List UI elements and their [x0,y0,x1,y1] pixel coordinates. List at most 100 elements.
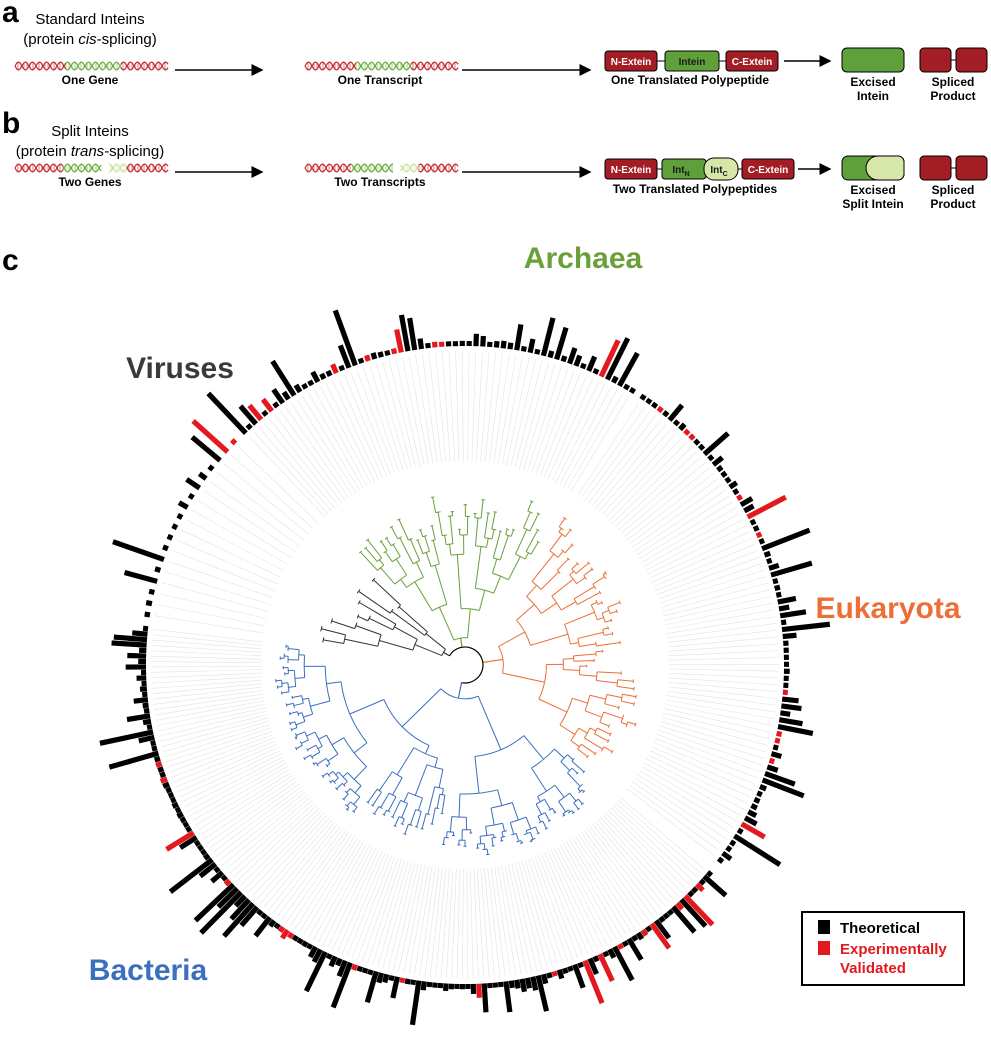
strand [378,163,381,166]
branch [325,383,376,483]
branch-arc [515,553,526,560]
branch [380,567,396,585]
count-bar [567,347,578,365]
branch [394,626,418,640]
branch [492,531,501,559]
strand [311,65,314,69]
strand [107,68,110,71]
count-bar [159,771,167,779]
branch-arc [564,624,571,645]
strand [42,167,45,171]
count-bar [780,619,787,626]
branch [632,781,723,845]
strand [65,68,68,71]
branch-arc [418,528,422,531]
strand [35,167,38,171]
c-extein-box [741,158,795,180]
branch [668,650,779,656]
branch [256,817,330,900]
branch [416,811,422,828]
strand [430,167,433,171]
strand [119,65,122,69]
count-bar [736,827,744,835]
int-c-text: Int [710,165,723,176]
count-bar [336,959,348,978]
strand [155,67,158,70]
count-bar [126,713,151,723]
strand [120,164,123,167]
branch [668,668,779,672]
strand [103,62,106,65]
branch [297,712,303,715]
branch [595,650,603,653]
branch [643,762,741,816]
count-bar [442,983,449,992]
branch [527,366,562,471]
strand [36,169,39,172]
branch [285,832,349,924]
branch [377,860,409,967]
strand [60,61,63,64]
strand [117,67,120,70]
branch [520,840,523,844]
strand [445,62,448,65]
strand [134,164,137,167]
branch-arc [377,564,385,571]
branch [659,569,765,604]
strand [51,163,54,166]
branch [476,868,485,979]
strand [430,63,433,67]
branch-arc [493,511,497,513]
branch [336,782,343,790]
count-bar [534,348,541,355]
branch [308,841,364,938]
count-bar [573,354,583,367]
strand [78,62,81,65]
strand [392,61,395,64]
strand [140,63,143,67]
branch [326,763,331,767]
strand [341,68,344,71]
branch [373,579,401,606]
branch [344,638,378,647]
count-bar [361,967,369,974]
strand [409,65,412,69]
count-bar [168,857,214,894]
branch [667,690,777,706]
subtitle-part: -splicing) [104,143,164,160]
strand [126,167,129,171]
count-bar [586,355,598,372]
branch [601,609,610,614]
branch [599,721,610,727]
strand [386,62,389,65]
count-bar [728,480,739,490]
count-bar [142,625,149,632]
strand [329,68,332,71]
branch [491,837,494,846]
branch [559,386,612,485]
transcript-label: Two Transcripts [334,175,425,189]
branch [197,500,292,559]
branch [637,773,731,834]
n-extein-label: N-Extein [611,165,652,176]
count-bar [179,816,187,824]
count-bar [167,791,175,799]
strand [430,165,433,169]
branch [369,365,404,471]
strand [40,62,43,65]
branch [421,353,438,463]
branch [332,380,380,481]
strand [325,63,328,67]
branch [179,750,281,798]
branch [603,746,613,753]
branch-arc [535,798,545,805]
branch [173,740,276,783]
count-bar [206,391,248,435]
branch [448,351,455,462]
strand [75,62,78,65]
strand [29,164,32,167]
count-bar [739,496,754,508]
branch [260,819,333,904]
count-bar [138,647,147,654]
branch [424,867,440,977]
